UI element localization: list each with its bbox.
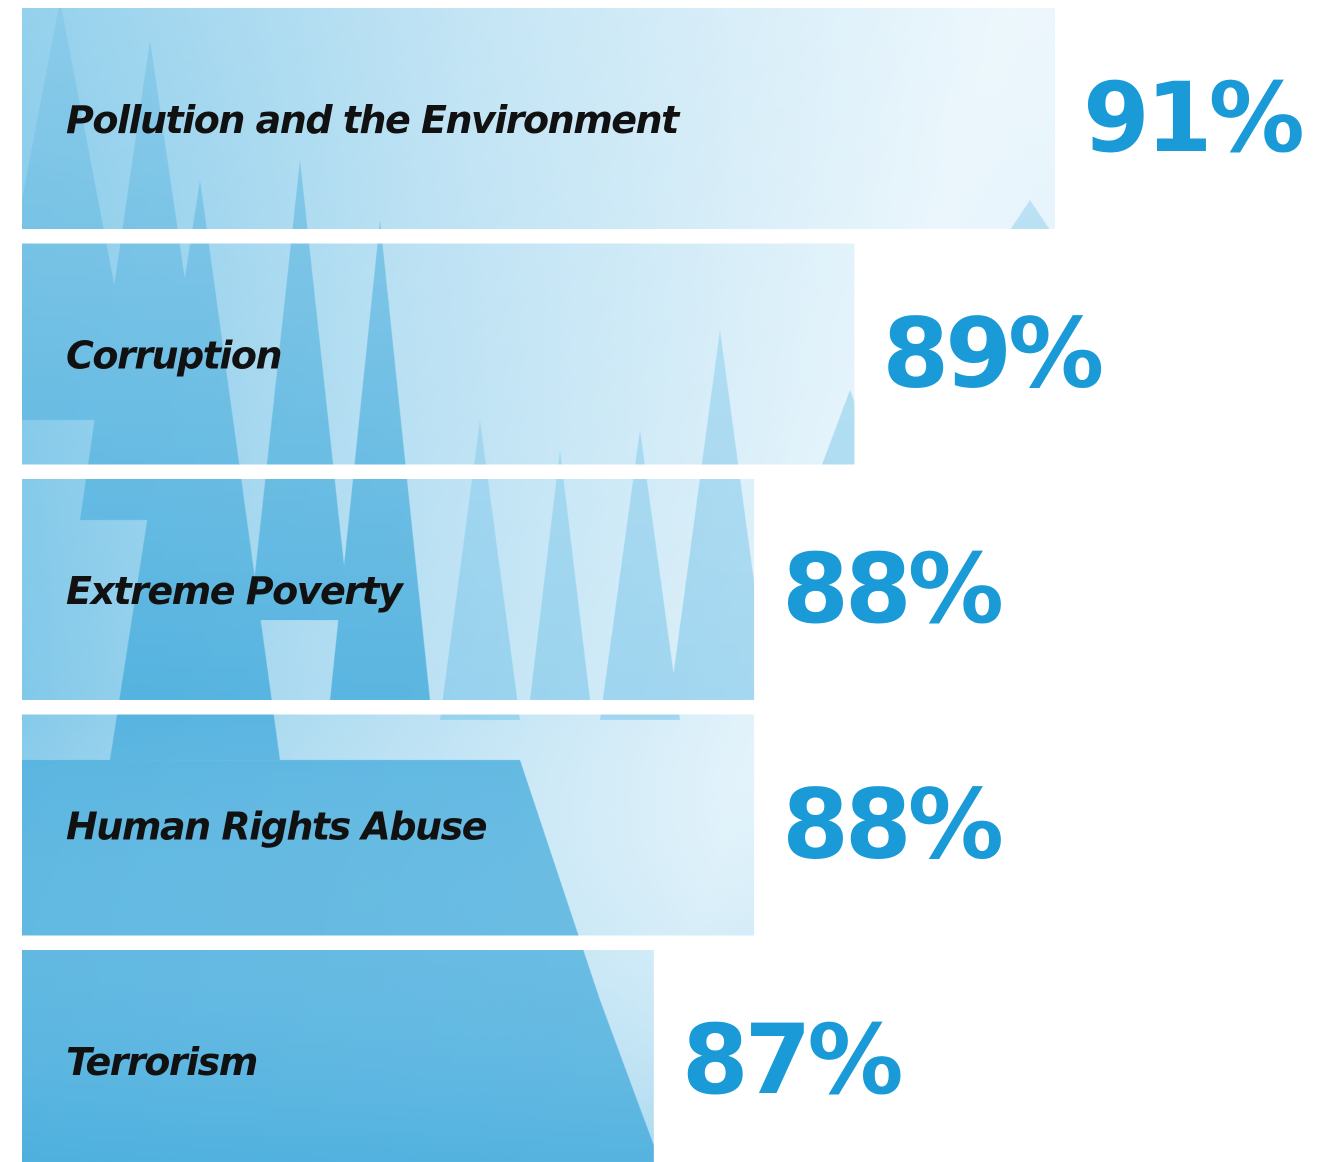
value-label: 87% (682, 1004, 902, 1116)
category-label: Human Rights Abuse (66, 805, 487, 849)
category-label: Corruption (66, 334, 281, 378)
category-label: Pollution and the Environment (66, 98, 681, 142)
value-label: 88% (782, 533, 1002, 645)
value-label: 91% (1083, 62, 1303, 174)
chart: Pollution and the Environment 91% Corrupti… (0, 0, 1324, 1162)
value-label: 89% (882, 297, 1102, 409)
category-label: Terrorism (66, 1040, 257, 1084)
value-label: 88% (782, 768, 1002, 880)
category-label: Extreme Poverty (66, 569, 405, 613)
